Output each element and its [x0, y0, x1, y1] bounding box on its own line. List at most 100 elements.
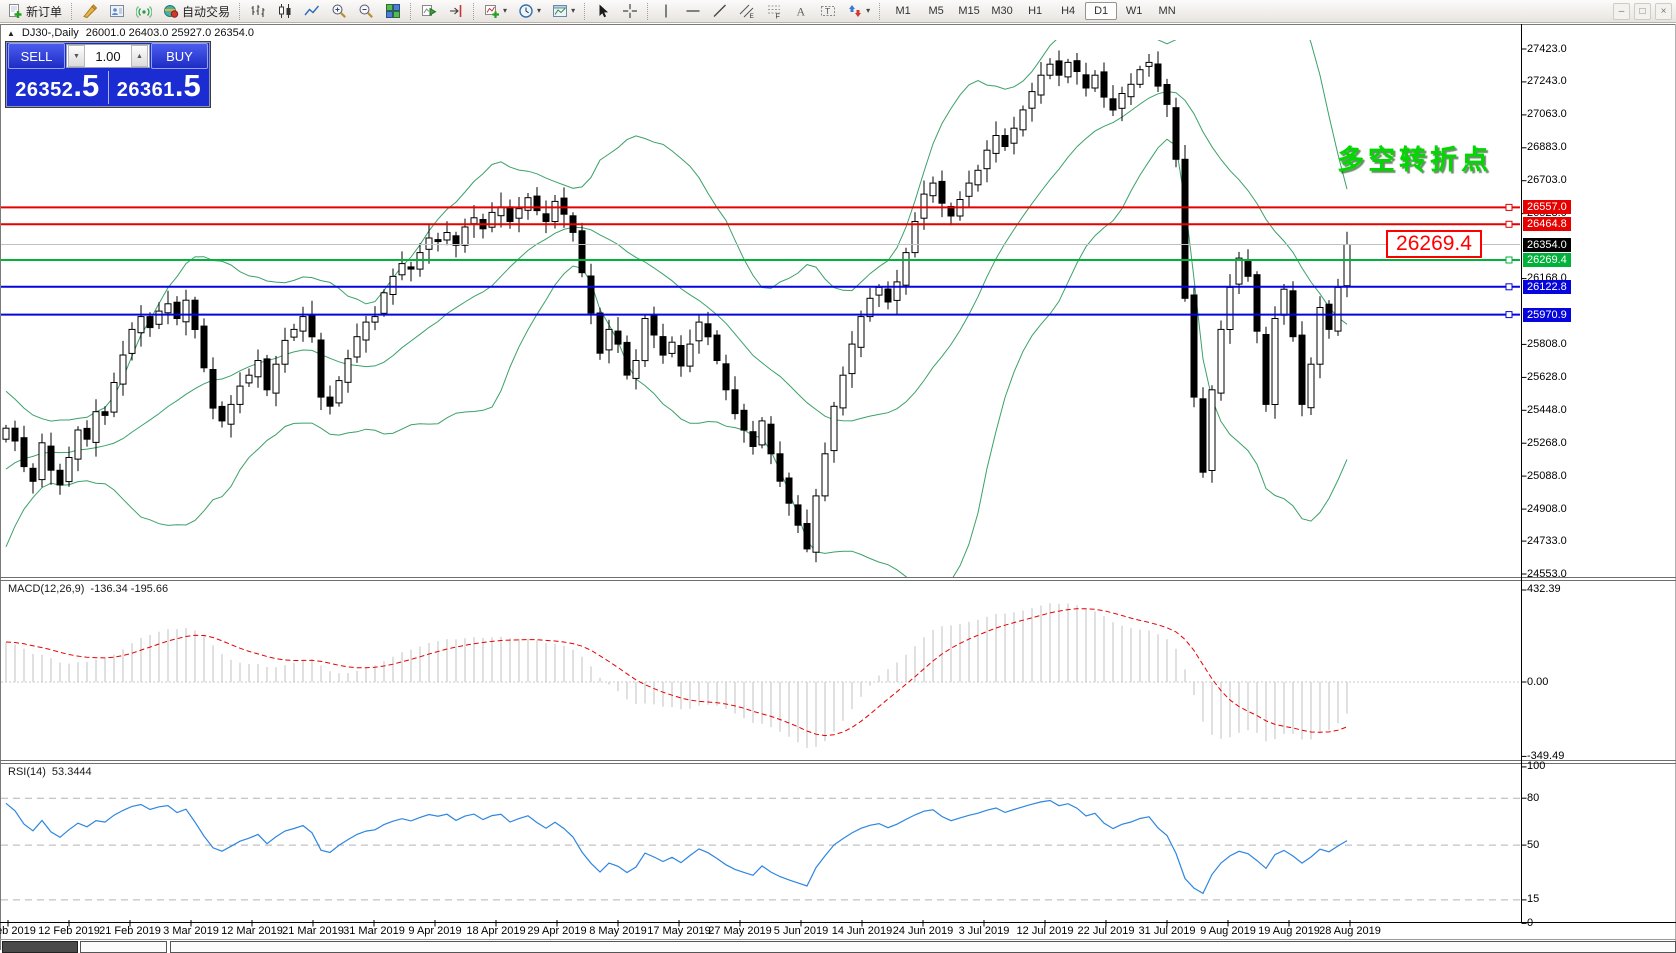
- volume-value[interactable]: 1.00: [95, 48, 121, 64]
- crayon-button[interactable]: [77, 1, 103, 21]
- candle: [659, 336, 667, 356]
- templates-button[interactable]: ▾: [547, 1, 580, 21]
- equidistant-channel-button[interactable]: E: [734, 1, 760, 21]
- candle: [263, 358, 271, 391]
- candle: [938, 180, 946, 204]
- chart-tab-strip[interactable]: [170, 941, 1676, 953]
- rsi-line: [5, 799, 1348, 895]
- minimize-button[interactable]: –: [1613, 3, 1630, 20]
- chart-tab-2[interactable]: [80, 941, 167, 953]
- buy-button[interactable]: BUY: [151, 43, 208, 69]
- timeframe-w1[interactable]: W1: [1125, 5, 1143, 17]
- chart-tab-1[interactable]: [2, 941, 78, 953]
- line-chart-button[interactable]: [299, 1, 325, 21]
- panel-divider: [107, 71, 109, 104]
- auto-scroll-icon: [422, 5, 437, 16]
- candle: [650, 314, 658, 336]
- candle: [119, 354, 127, 385]
- candle: [1073, 60, 1081, 73]
- horizontal-price-lines[interactable]: [1, 203, 1520, 319]
- candle: [1307, 363, 1315, 409]
- candle: [1118, 93, 1126, 109]
- candle: [1280, 288, 1288, 316]
- trendline-button[interactable]: [707, 1, 733, 21]
- horizontal-line-button[interactable]: [680, 1, 706, 21]
- restore-button[interactable]: □: [1634, 3, 1651, 20]
- candle: [461, 226, 469, 246]
- candle: [893, 281, 901, 301]
- new-order-button[interactable]: 新订单: [2, 1, 67, 21]
- indicators-dropdown-caret[interactable]: ▾: [503, 6, 508, 15]
- candle: [20, 437, 28, 468]
- close-button[interactable]: ×: [1655, 3, 1672, 20]
- candle: [155, 310, 163, 325]
- candle: [506, 206, 514, 222]
- candle: [551, 200, 559, 222]
- timeframe-h4[interactable]: H4: [1061, 5, 1076, 17]
- buy-price[interactable]: 26361 .5: [109, 69, 210, 106]
- candle: [1055, 60, 1063, 76]
- candle: [11, 427, 19, 442]
- hline-handle[interactable]: [1505, 256, 1513, 264]
- signal-icon: [136, 6, 153, 18]
- timeframe-m15[interactable]: M15: [958, 5, 980, 17]
- tile-windows-icon: [386, 4, 401, 18]
- auto-scroll-button[interactable]: [416, 1, 442, 21]
- timeframe-d1[interactable]: D1: [1085, 2, 1118, 20]
- hline-handle[interactable]: [1505, 283, 1513, 291]
- candle: [794, 504, 802, 526]
- tile-windows-button[interactable]: [380, 1, 406, 21]
- crosshair-button[interactable]: [617, 1, 643, 21]
- profile-button[interactable]: [104, 1, 130, 21]
- chart-shift-button[interactable]: [443, 1, 469, 21]
- cursor-button[interactable]: [590, 1, 616, 21]
- arrows-icon: [849, 5, 862, 17]
- candle-chart-icon: [279, 4, 291, 18]
- indicators-button[interactable]: ▾: [479, 1, 512, 21]
- autotrading-button[interactable]: 自动交易: [158, 1, 235, 21]
- candle: [515, 208, 523, 219]
- volume-decrease-button[interactable]: ▼: [68, 45, 85, 67]
- hline-handle[interactable]: [1505, 311, 1513, 319]
- signal-button[interactable]: [131, 1, 157, 21]
- zoom-in-button[interactable]: [326, 1, 352, 21]
- candle: [290, 328, 298, 338]
- candle: [875, 286, 883, 296]
- timeframe-m5[interactable]: M5: [928, 5, 944, 17]
- candle: [470, 217, 478, 225]
- toolbar-separator: [410, 2, 412, 20]
- candle-chart-button[interactable]: [272, 1, 298, 21]
- bar-chart-button[interactable]: [245, 1, 271, 21]
- timeframe-m30[interactable]: M30: [991, 5, 1013, 17]
- bar-chart-icon: [251, 5, 265, 17]
- candle: [1244, 259, 1252, 277]
- candle: [380, 292, 388, 314]
- candle: [920, 193, 928, 219]
- arrows-dropdown-caret[interactable]: ▾: [866, 6, 871, 15]
- macd-panel-series: [1, 603, 1520, 748]
- templates-dropdown-caret[interactable]: ▾: [571, 6, 576, 15]
- text-button[interactable]: A: [788, 1, 814, 21]
- candle: [902, 252, 910, 286]
- candle: [848, 343, 856, 375]
- fibonacci-button[interactable]: F: [761, 1, 787, 21]
- vertical-line-button[interactable]: [653, 1, 679, 21]
- hline-handle[interactable]: [1505, 203, 1513, 211]
- candle: [74, 429, 82, 460]
- sell-button[interactable]: SELL: [8, 43, 65, 69]
- timeframe-m1[interactable]: M1: [895, 5, 911, 17]
- zoom-out-button[interactable]: [353, 1, 379, 21]
- hline-handle[interactable]: [1505, 220, 1513, 228]
- timeframe-mn[interactable]: MN: [1158, 5, 1176, 17]
- candle: [245, 374, 253, 384]
- new-order-icon: [9, 4, 22, 18]
- volume-increase-button[interactable]: ▲: [131, 45, 148, 67]
- periods-dropdown-caret[interactable]: ▾: [537, 6, 542, 15]
- timeframe-h1[interactable]: H1: [1028, 5, 1043, 17]
- volume-spinner[interactable]: ▼ 1.00 ▲: [66, 44, 150, 68]
- sell-price[interactable]: 26352 .5: [7, 69, 108, 106]
- text-label-button[interactable]: T: [815, 1, 841, 21]
- arrows-button[interactable]: ▾: [842, 1, 875, 21]
- periods-button[interactable]: ▾: [513, 1, 546, 21]
